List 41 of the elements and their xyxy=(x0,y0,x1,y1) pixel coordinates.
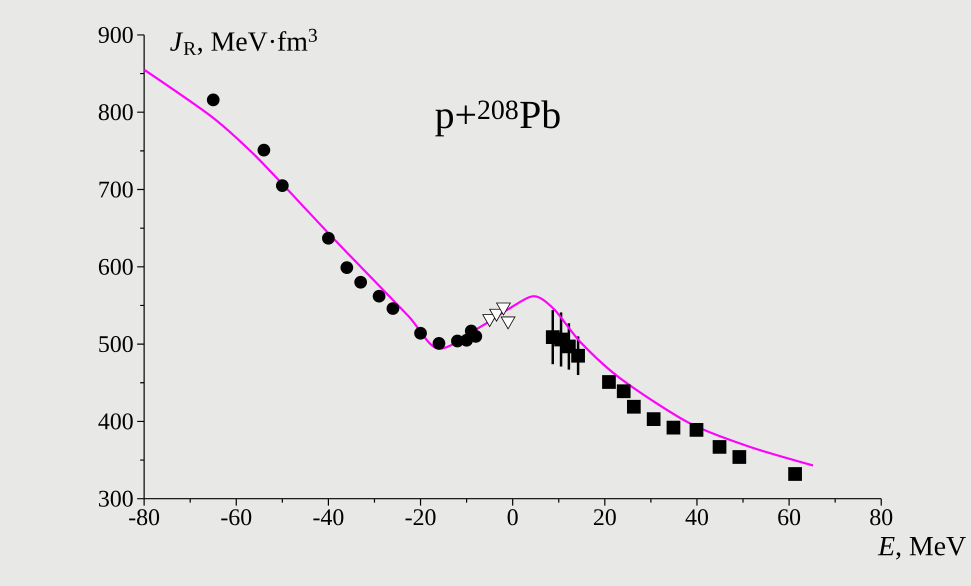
y-tick-label: 500 xyxy=(99,336,133,352)
x-tick-label: 80 xyxy=(870,508,892,526)
point xyxy=(571,348,585,362)
y-tick-label: 400 xyxy=(98,413,133,430)
point xyxy=(258,143,270,156)
point xyxy=(626,400,641,414)
x-tick-label: -80 xyxy=(129,508,160,526)
y-tick-label: 900 xyxy=(98,26,133,43)
point xyxy=(206,93,220,106)
y-tick-label: 600 xyxy=(98,258,133,275)
y-tick-label: 300 xyxy=(99,490,133,507)
point xyxy=(432,336,446,350)
point xyxy=(732,450,746,464)
point xyxy=(788,466,802,481)
point xyxy=(276,179,289,192)
point xyxy=(562,339,576,354)
point xyxy=(602,374,616,389)
point xyxy=(372,290,386,302)
x-tick-label: 20 xyxy=(594,508,616,526)
point xyxy=(340,260,354,274)
line-series xyxy=(143,68,814,466)
x-tick-label: -40 xyxy=(313,508,344,526)
x-tick-label: 60 xyxy=(778,508,800,526)
point xyxy=(616,384,631,398)
text: p+$^{208}$Pb xyxy=(435,100,560,136)
y-tick-label: 800 xyxy=(98,104,133,120)
point xyxy=(386,302,400,315)
point xyxy=(414,326,427,340)
y-axis-title: J$_{R}$, MeV·fm$^{3}$ xyxy=(170,28,317,55)
y-tick-label: 700 xyxy=(99,181,133,198)
x-tick-label: -20 xyxy=(406,508,436,526)
x-tick-label: 40 xyxy=(686,508,708,526)
point xyxy=(322,232,335,244)
x-axis-title: E, MeV xyxy=(878,536,966,560)
point xyxy=(646,412,661,426)
point xyxy=(354,276,368,288)
x-tick-label: -60 xyxy=(221,508,252,526)
point xyxy=(666,420,680,434)
x-tick-label: 0 xyxy=(508,508,518,526)
point xyxy=(712,440,726,454)
point xyxy=(690,422,704,437)
